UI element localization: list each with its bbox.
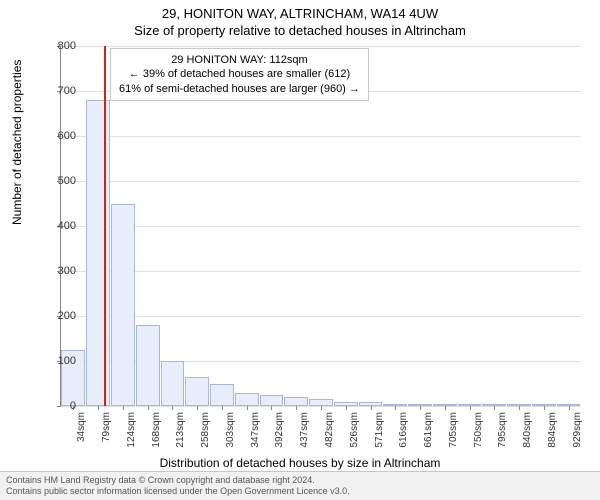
xtick-label: 392sqm: [274, 412, 285, 448]
histogram-bar: [284, 397, 308, 406]
xtick-label: 34sqm: [76, 412, 87, 442]
xtick-label: 616sqm: [398, 412, 409, 448]
gridline: [61, 181, 581, 182]
annotation-box: 29 HONITON WAY: 112sqm ← 39% of detached…: [110, 48, 369, 101]
xtick-mark: [346, 406, 347, 410]
xtick-mark: [494, 406, 495, 410]
xtick-mark: [371, 406, 372, 410]
x-axis-label: Distribution of detached houses by size …: [0, 456, 600, 470]
xtick-mark: [247, 406, 248, 410]
xtick-mark: [197, 406, 198, 410]
xtick-mark: [519, 406, 520, 410]
xtick-mark: [98, 406, 99, 410]
xtick-mark: [296, 406, 297, 410]
histogram-bar: [185, 377, 209, 406]
xtick-label: 750sqm: [473, 412, 484, 448]
annotation-line-2: ← 39% of detached houses are smaller (61…: [119, 67, 360, 81]
xtick-mark: [321, 406, 322, 410]
page-subtitle: Size of property relative to detached ho…: [0, 21, 600, 38]
gridline: [61, 226, 581, 227]
annotation-line-3: 61% of semi-detached houses are larger (…: [119, 82, 360, 96]
xtick-label: 79sqm: [101, 412, 112, 442]
histogram-bar: [111, 204, 135, 407]
xtick-label: 258sqm: [200, 412, 211, 448]
ytick-label: 400: [46, 220, 76, 232]
xtick-mark: [445, 406, 446, 410]
ytick-label: 300: [46, 265, 76, 277]
xtick-mark: [222, 406, 223, 410]
xtick-label: 795sqm: [497, 412, 508, 448]
page-title: 29, HONITON WAY, ALTRINCHAM, WA14 4UW: [0, 0, 600, 21]
histogram-bar: [260, 395, 284, 406]
xtick-label: 213sqm: [175, 412, 186, 448]
y-axis-label: Number of detached properties: [10, 60, 24, 225]
xtick-label: 168sqm: [151, 412, 162, 448]
xtick-label: 482sqm: [324, 412, 335, 448]
histogram-bar: [86, 100, 110, 406]
ytick-label: 700: [46, 85, 76, 97]
ytick-label: 200: [46, 310, 76, 322]
ytick-label: 500: [46, 175, 76, 187]
xtick-label: 840sqm: [522, 412, 533, 448]
gridline: [61, 136, 581, 137]
xtick-mark: [395, 406, 396, 410]
xtick-mark: [148, 406, 149, 410]
footer-line-1: Contains HM Land Registry data © Crown c…: [6, 475, 594, 486]
xtick-label: 303sqm: [225, 412, 236, 448]
xtick-label: 884sqm: [547, 412, 558, 448]
xtick-label: 705sqm: [448, 412, 459, 448]
gridline: [61, 316, 581, 317]
xtick-mark: [420, 406, 421, 410]
histogram-bar: [136, 325, 160, 406]
xtick-label: 526sqm: [349, 412, 360, 448]
xtick-label: 347sqm: [250, 412, 261, 448]
footer-line-2: Contains public sector information licen…: [6, 486, 594, 497]
gridline: [61, 46, 581, 47]
reference-line: [104, 46, 106, 406]
ytick-label: 100: [46, 355, 76, 367]
gridline: [61, 271, 581, 272]
xtick-mark: [172, 406, 173, 410]
xtick-mark: [123, 406, 124, 410]
xtick-mark: [544, 406, 545, 410]
xtick-label: 571sqm: [374, 412, 385, 448]
footer: Contains HM Land Registry data © Crown c…: [0, 471, 600, 500]
histogram-bar: [309, 399, 333, 406]
histogram-bar: [210, 384, 234, 407]
ytick-label: 0: [46, 400, 76, 412]
xtick-label: 437sqm: [299, 412, 310, 448]
xtick-mark: [271, 406, 272, 410]
annotation-line-1: 29 HONITON WAY: 112sqm: [119, 53, 360, 67]
ytick-label: 600: [46, 130, 76, 142]
histogram-bar: [235, 393, 259, 407]
xtick-label: 661sqm: [423, 412, 434, 448]
xtick-mark: [569, 406, 570, 410]
xtick-label: 929sqm: [572, 412, 583, 448]
ytick-label: 800: [46, 40, 76, 52]
xtick-mark: [470, 406, 471, 410]
histogram-bar: [161, 361, 185, 406]
xtick-label: 124sqm: [126, 412, 137, 448]
